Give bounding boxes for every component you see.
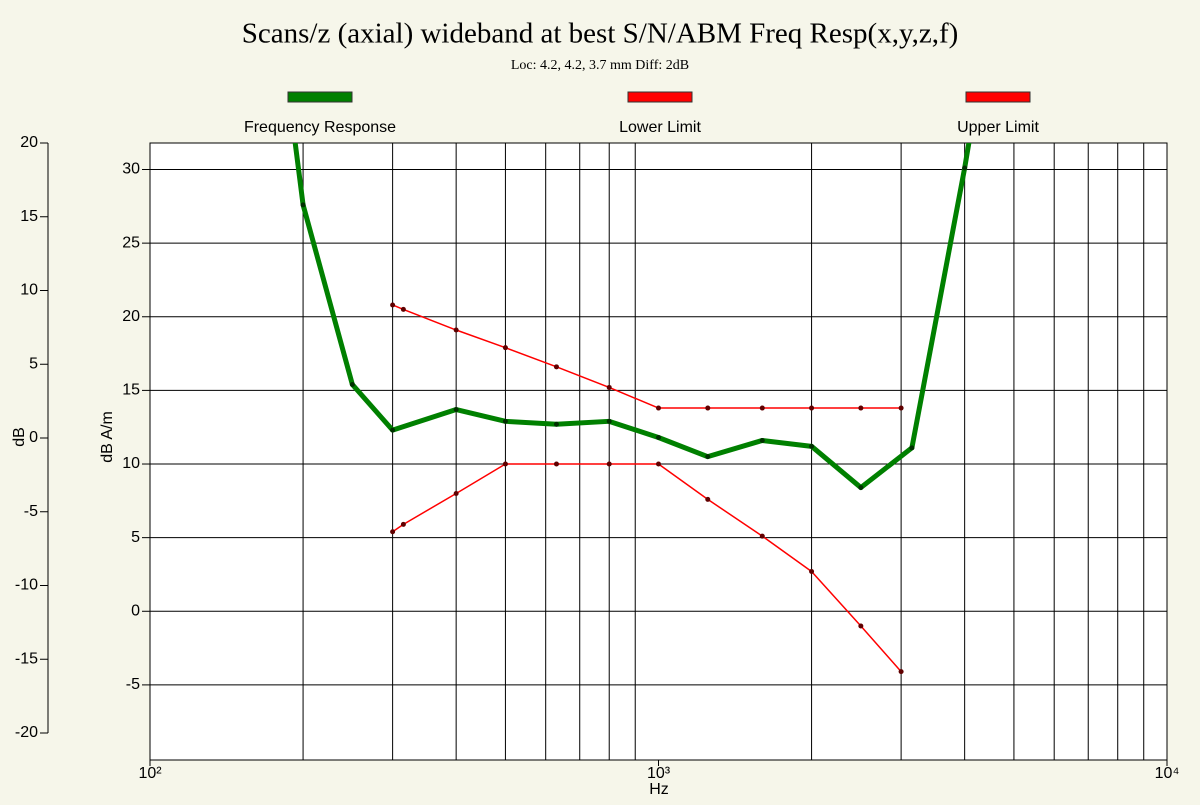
legend-label: Lower Limit [619, 119, 701, 136]
data-point [453, 407, 459, 413]
x-tick-label: 10³ [647, 765, 671, 782]
data-point [705, 454, 711, 460]
legend-swatch [287, 91, 353, 103]
data-point [553, 364, 559, 370]
y-tick-label: -10 [15, 577, 38, 594]
y2-tick-label: 25 [122, 234, 140, 251]
y-tick-label: 15 [20, 208, 38, 225]
y2-tick-label: -5 [126, 676, 140, 693]
series-line [392, 304, 902, 409]
x-tick-label: 10² [138, 765, 162, 782]
y-tick-label: 10 [20, 282, 38, 299]
data-point [858, 405, 864, 411]
data-point [606, 461, 612, 467]
data-point [400, 521, 406, 527]
legend-swatch [627, 91, 693, 103]
data-point [453, 327, 459, 333]
data-point [390, 302, 396, 308]
data-point [656, 405, 661, 411]
data-point [898, 669, 904, 675]
chart-subtitle: Loc: 4.2, 4.2, 3.7 mm Diff: 2dB [511, 58, 689, 73]
series-group [292, 143, 972, 675]
data-point [909, 445, 915, 451]
data-point [656, 461, 661, 467]
data-point [606, 384, 612, 390]
y-tick-label: -20 [15, 724, 38, 741]
series-line [392, 463, 902, 673]
data-point [502, 461, 508, 467]
data-point [759, 405, 765, 411]
data-point [606, 418, 612, 424]
data-point [809, 405, 815, 411]
data-point [898, 405, 904, 411]
data-point [858, 485, 864, 491]
data-point [809, 569, 815, 575]
data-point [349, 381, 355, 387]
data-point [300, 202, 306, 208]
y-tick-label: 5 [29, 355, 38, 372]
y-tick-label: 0 [29, 429, 38, 446]
data-point [390, 427, 396, 433]
data-point [858, 623, 864, 629]
plot-area [150, 143, 1167, 760]
data-point [705, 496, 711, 502]
data-point [390, 529, 396, 535]
data-point [553, 461, 559, 467]
data-point [400, 306, 406, 312]
x-tick-label: 10⁴ [1155, 765, 1180, 782]
y2-tick-label: 0 [131, 602, 140, 619]
y-axis-label: dB [11, 427, 28, 447]
legend-swatch [965, 91, 1031, 103]
y-tick-label: -15 [15, 650, 38, 667]
x-axis-label: Hz [649, 781, 669, 798]
y2-tick-label: 15 [122, 382, 140, 399]
data-point [759, 533, 765, 539]
y2-tick-label: 10 [122, 455, 140, 472]
data-point [453, 490, 459, 496]
chart-title: Scans/z (axial) wideband at best S/N/ABM… [242, 18, 959, 50]
y2-tick-label: 20 [122, 308, 140, 325]
y2-tick-label: 30 [122, 161, 140, 178]
data-point [962, 165, 968, 171]
data-point [809, 443, 815, 449]
data-point [705, 405, 711, 411]
legend-label: Upper Limit [957, 119, 1039, 136]
series-line [292, 143, 972, 491]
plot-border [149, 142, 1168, 761]
y2-tick-label: 5 [131, 529, 140, 546]
data-point [502, 345, 508, 351]
y2-axis-label: dB A/m [99, 411, 116, 463]
data-point [553, 421, 559, 427]
data-point [502, 418, 508, 424]
y-tick-label: 20 [20, 134, 38, 151]
data-point [759, 437, 765, 443]
y-tick-label: -5 [24, 503, 38, 520]
data-point [656, 435, 661, 441]
legend-label: Frequency Response [244, 119, 396, 136]
